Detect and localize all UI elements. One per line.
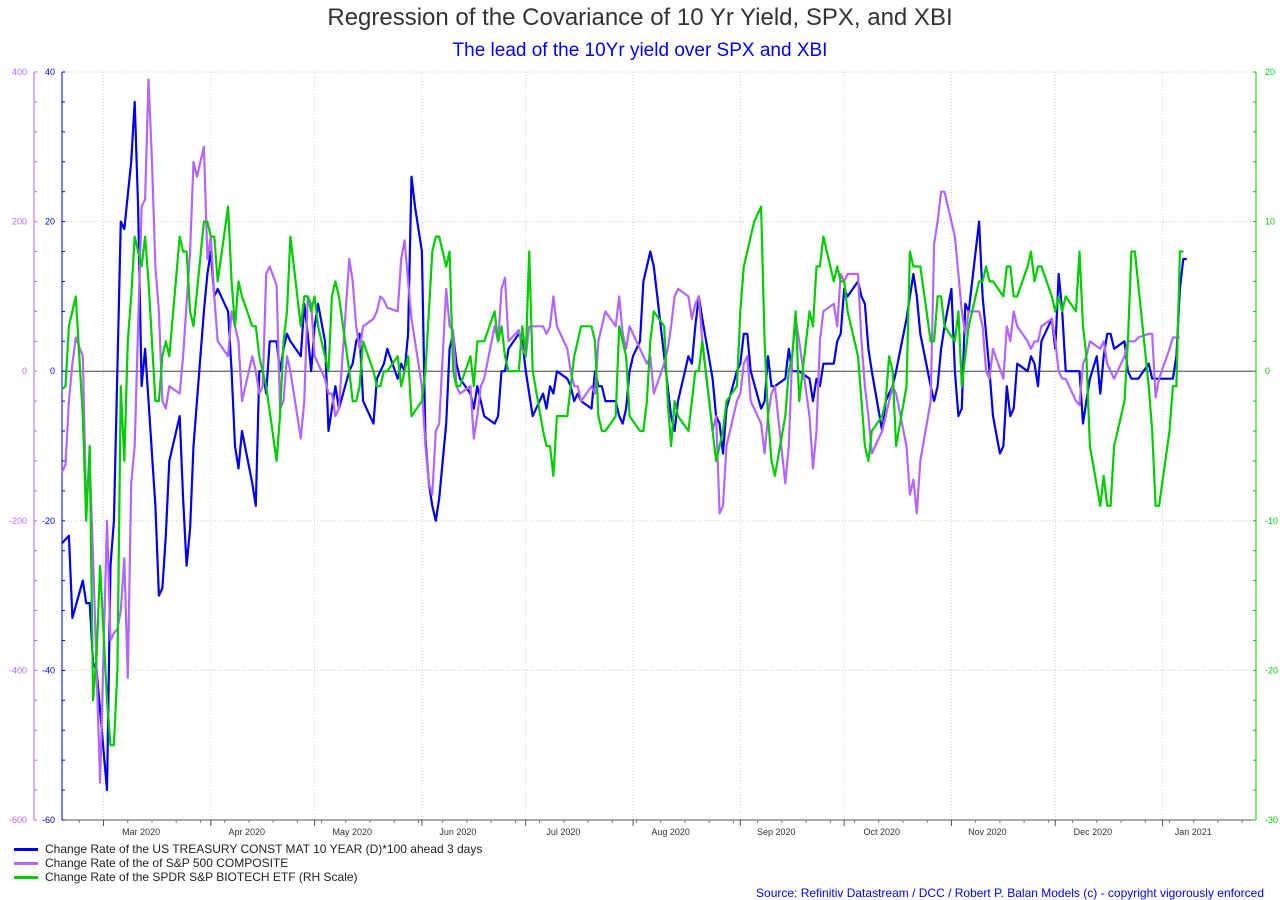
x-tick-label: Aug 2020 xyxy=(651,827,690,837)
right-tick-label: 0 xyxy=(1265,366,1270,376)
x-tick-label: Mar 2020 xyxy=(122,827,160,837)
legend-item-yield: Change Rate of the US TREASURY CONST MAT… xyxy=(14,842,482,856)
inner-left-tick-label: -40 xyxy=(42,665,55,675)
source-note: Source: Refinitiv Datastream / DCC / Rob… xyxy=(756,886,1264,900)
inner-left-tick-label: -20 xyxy=(42,516,55,526)
series-layer xyxy=(61,78,1187,792)
chart-subtitle: The lead of the 10Yr yield over SPX and … xyxy=(452,40,828,61)
x-tick-label: Dec 2020 xyxy=(1074,827,1113,837)
chart-title: Regression of the Covariance of 10 Yr Yi… xyxy=(327,4,953,31)
inner-left-tick-label: 40 xyxy=(45,67,55,77)
chart-legend: Change Rate of the US TREASURY CONST MAT… xyxy=(14,842,482,884)
legend-swatch-yield xyxy=(14,847,38,851)
right-tick-label: -30 xyxy=(1265,815,1278,825)
legend-item-xbi: Change Rate of the SPDR S&P BIOTECH ETF … xyxy=(14,870,482,884)
x-tick-label: Oct 2020 xyxy=(864,827,901,837)
inner-left-tick-label: 0 xyxy=(50,366,55,376)
inner-left-tick-label: -60 xyxy=(42,815,55,825)
x-tick-label: Jul 2020 xyxy=(546,827,580,837)
series-line-xbi xyxy=(61,205,1184,747)
outer-left-tick-label: 400 xyxy=(12,67,27,77)
legend-label-xbi: Change Rate of the SPDR S&P BIOTECH ETF … xyxy=(45,870,358,884)
series-line-spx xyxy=(61,78,1180,784)
x-tick-label: May 2020 xyxy=(333,827,373,837)
legend-swatch-spx xyxy=(14,861,38,865)
outer-left-tick-label: 0 xyxy=(22,366,27,376)
outer-left-tick-label: -400 xyxy=(9,665,27,675)
legend-item-spx: Change Rate of the of S&P 500 COMPOSITE xyxy=(14,856,482,870)
x-tick-label: Sep 2020 xyxy=(757,827,796,837)
right-tick-label: 10 xyxy=(1265,217,1275,227)
inner-left-tick-label: 20 xyxy=(45,217,55,227)
legend-label-yield: Change Rate of the US TREASURY CONST MAT… xyxy=(45,842,483,856)
outer-left-tick-label: -200 xyxy=(9,516,27,526)
x-tick-label: Jun 2020 xyxy=(439,827,476,837)
right-tick-label: -20 xyxy=(1265,665,1278,675)
right-tick-label: -10 xyxy=(1265,516,1278,526)
x-tick-label: Apr 2020 xyxy=(228,827,265,837)
x-tick-label: Jan 2021 xyxy=(1175,827,1212,837)
legend-label-spx: Change Rate of the of S&P 500 COMPOSITE xyxy=(45,856,289,870)
x-tick-label: Nov 2020 xyxy=(968,827,1007,837)
outer-left-tick-label: 200 xyxy=(12,217,27,227)
outer-left-tick-label: -600 xyxy=(9,815,27,825)
legend-swatch-xbi xyxy=(14,875,38,879)
right-tick-label: 20 xyxy=(1265,67,1275,77)
axes: -600-400-2000200400-60-40-2002040-30-20-… xyxy=(9,67,1278,837)
series-line-yield xyxy=(61,100,1187,792)
